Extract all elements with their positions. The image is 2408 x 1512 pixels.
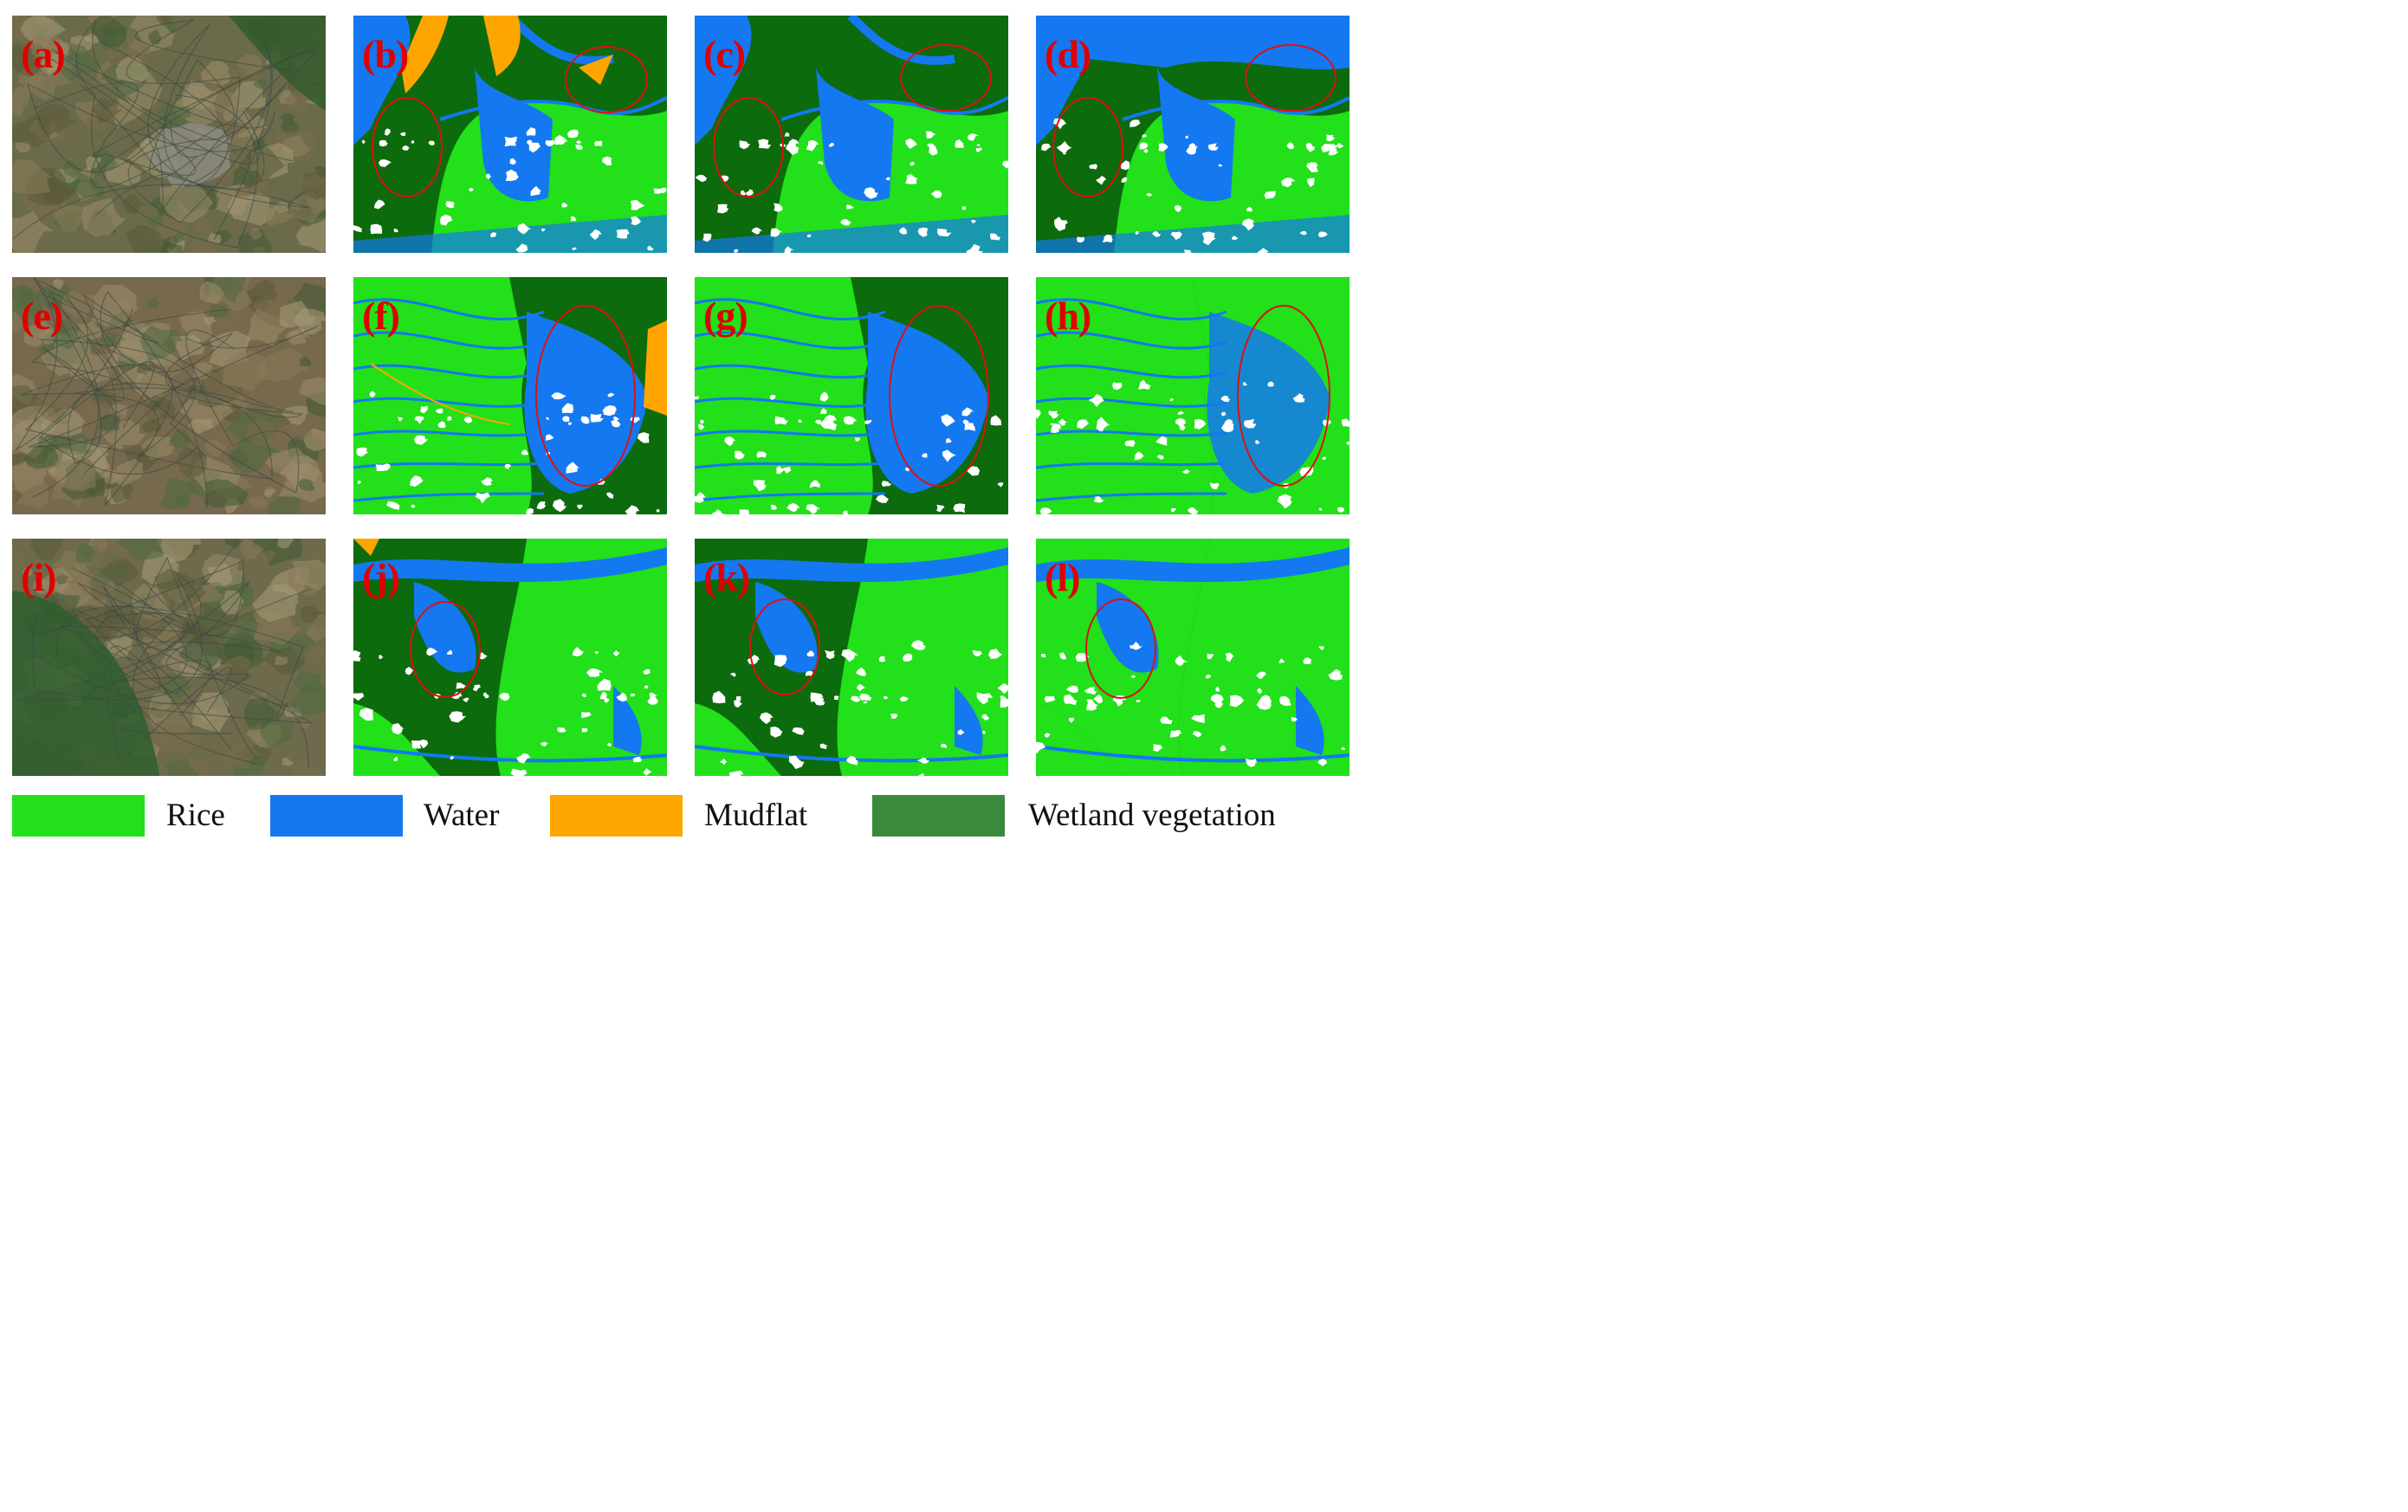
panel-c: (c) <box>695 16 1008 253</box>
highlight-ellipse <box>900 44 992 112</box>
legend-swatch-mudflat <box>550 795 683 837</box>
panel-label: (e) <box>21 294 63 338</box>
highlight-ellipse <box>1237 305 1330 487</box>
panel-label: (g) <box>703 294 748 338</box>
legend-swatch-water <box>270 795 403 837</box>
classification-map-b <box>353 16 667 253</box>
highlight-ellipse <box>889 305 989 487</box>
highlight-ellipse <box>565 46 648 113</box>
highlight-ellipse <box>713 97 784 197</box>
classification-map-k <box>695 539 1008 776</box>
panel-label: (h) <box>1045 294 1091 338</box>
classification-map-g <box>695 277 1008 514</box>
highlight-ellipse <box>1052 97 1123 197</box>
legend-label-water: Water <box>424 798 500 833</box>
classification-map-j <box>353 539 667 776</box>
panel-h: (h) <box>1036 277 1350 514</box>
legend-swatch-wetland-vegetation <box>872 795 1005 837</box>
panel-label: (b) <box>362 32 409 76</box>
panel-label: (i) <box>21 555 56 599</box>
classification-map-d <box>1036 16 1350 253</box>
panel-k: (k) <box>695 539 1008 776</box>
panel-label: (c) <box>703 32 746 76</box>
panel-label: (j) <box>362 555 400 599</box>
highlight-ellipse <box>535 305 636 487</box>
legend-label-wetland-vegetation: Wetland vegetation <box>1028 798 1276 833</box>
panel-label: (f) <box>362 294 400 338</box>
legend-label-rice: Rice <box>166 798 225 833</box>
highlight-ellipse <box>410 601 481 698</box>
highlight-ellipse <box>749 598 820 695</box>
classification-map-c <box>695 16 1008 253</box>
panel-l: (l) <box>1036 539 1350 776</box>
highlight-ellipse <box>1245 44 1337 112</box>
satellite-image-i <box>12 539 326 776</box>
legend-label-mudflat: Mudflat <box>704 798 808 833</box>
classification-map-h <box>1036 277 1350 514</box>
panel-d: (d) <box>1036 16 1350 253</box>
legend-swatch-rice <box>12 795 145 837</box>
satellite-image-a <box>12 16 326 253</box>
panel-b: (b) <box>353 16 667 253</box>
panel-j: (j) <box>353 539 667 776</box>
panel-g: (g) <box>695 277 1008 514</box>
panel-label: (l) <box>1045 555 1080 599</box>
classification-map-l <box>1036 539 1350 776</box>
classification-map-f <box>353 277 667 514</box>
panel-i: (i) <box>12 539 326 776</box>
satellite-image-e <box>12 277 326 514</box>
panel-e: (e) <box>12 277 326 514</box>
panel-a: (a) <box>12 16 326 253</box>
panel-label: (d) <box>1045 32 1091 76</box>
highlight-ellipse <box>372 97 443 197</box>
highlight-ellipse <box>1085 598 1156 699</box>
panel-label: (a) <box>21 32 66 76</box>
panel-label: (k) <box>703 555 750 599</box>
panel-f: (f) <box>353 277 667 514</box>
